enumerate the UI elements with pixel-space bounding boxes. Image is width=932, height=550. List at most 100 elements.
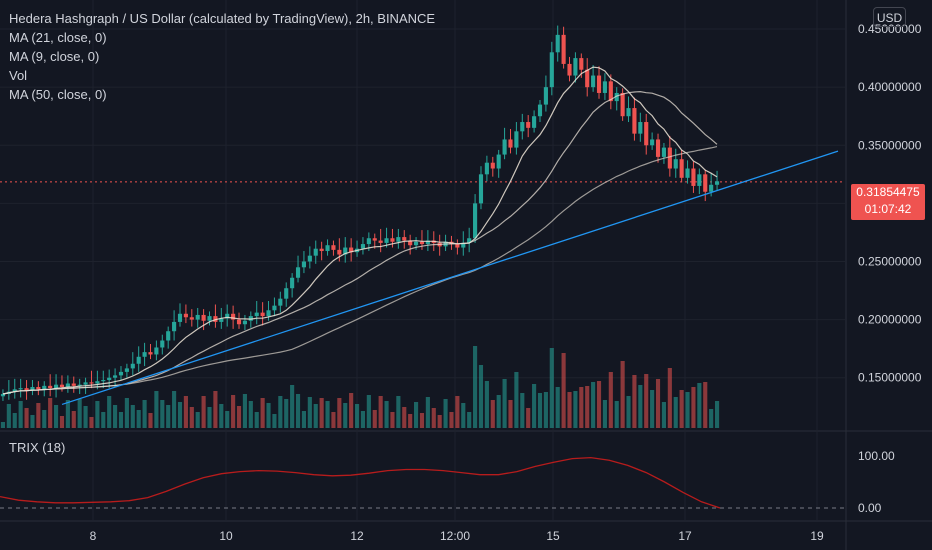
volume-bar <box>632 375 637 428</box>
volume-bar <box>77 399 82 428</box>
candle-body <box>384 238 389 243</box>
volume-bar <box>83 406 88 428</box>
volume-bar <box>95 401 100 428</box>
candle-body <box>290 277 295 289</box>
volume-bar <box>166 405 171 428</box>
candle-body <box>591 75 596 88</box>
price-tick-label: 0.35000000 <box>858 138 922 152</box>
candle-body <box>272 305 277 311</box>
price-tick-label: 0.15000000 <box>858 371 922 385</box>
volume-bar <box>248 401 253 428</box>
candle-body <box>608 81 613 102</box>
candle-body <box>107 377 112 381</box>
candle-body <box>484 162 489 175</box>
candle-body <box>655 139 661 157</box>
candle-body <box>65 383 70 387</box>
candle-body <box>331 245 336 250</box>
volume-bar <box>703 382 708 428</box>
trix-tick-label: 0.00 <box>858 501 882 515</box>
volume-bar <box>213 391 218 428</box>
volume-bar <box>714 401 720 428</box>
volume-bar <box>319 398 324 428</box>
volume-bar <box>24 408 29 428</box>
volume-bar <box>124 398 129 428</box>
volume-bar <box>502 379 507 428</box>
candle-body <box>160 340 165 348</box>
candle-body <box>567 63 572 76</box>
volume-bar <box>30 415 35 428</box>
volume-bar <box>136 410 141 428</box>
volume-bar <box>301 411 306 428</box>
candle-body <box>614 92 619 102</box>
candle-body <box>520 122 525 132</box>
candle-body <box>561 34 566 64</box>
volume-bar <box>219 404 224 428</box>
volume-bar <box>697 383 702 428</box>
candle-body <box>295 267 301 278</box>
candle-body <box>366 238 371 245</box>
time-tick-label: 12 <box>350 529 364 543</box>
trix-legend[interactable]: TRIX (18) <box>9 440 66 455</box>
legend-ma21[interactable]: MA (21, close, 0) <box>9 30 107 45</box>
candle-body <box>278 298 283 306</box>
volume-bar <box>685 392 690 428</box>
volume-bar <box>236 406 242 428</box>
volume-bar <box>579 387 584 428</box>
volume-bar <box>561 353 566 428</box>
legend-vol[interactable]: Vol <box>9 68 28 83</box>
bar-countdown: 01:07:42 <box>864 202 912 216</box>
candle-body <box>549 52 554 88</box>
volume-bar <box>260 398 265 428</box>
time-tick-label: 19 <box>810 529 824 543</box>
candle-body <box>414 241 419 246</box>
candle-body <box>478 174 484 204</box>
volume-bar <box>490 400 495 428</box>
volume-bar <box>130 405 135 428</box>
candle-body <box>166 331 171 341</box>
volume-bar <box>537 393 543 428</box>
volume-bar <box>526 408 531 428</box>
volume-bar <box>626 396 631 428</box>
volume-bar <box>520 393 525 428</box>
candle-body <box>555 34 560 53</box>
volume-bar <box>172 391 177 428</box>
ma9-line <box>2 66 718 395</box>
volume-bar <box>6 404 11 428</box>
volume-bar <box>113 405 118 428</box>
volume-bar <box>12 413 17 428</box>
legend-ma9[interactable]: MA (9, close, 0) <box>9 49 100 64</box>
candle-body <box>596 75 602 93</box>
candle-body <box>77 384 82 386</box>
candle-body <box>461 242 466 248</box>
volume-bar <box>59 416 65 428</box>
volume-bar <box>596 381 602 428</box>
volume-bar <box>295 394 301 428</box>
currency-button[interactable]: USD <box>873 7 906 27</box>
time-tick-label: 17 <box>678 529 692 543</box>
volume-bar <box>614 401 619 428</box>
candle-body <box>195 314 200 320</box>
volume-bar <box>0 422 6 428</box>
volume-bar <box>231 395 236 428</box>
candle-body <box>632 108 637 134</box>
candle-body <box>201 314 206 321</box>
candle-body <box>425 240 430 245</box>
candle-body <box>130 363 135 369</box>
volume-bar <box>514 372 519 428</box>
candle-body <box>455 244 460 248</box>
candle-body <box>313 248 318 256</box>
candle-body <box>514 131 519 148</box>
volume-bar <box>65 400 70 428</box>
time-tick-label: 8 <box>90 529 97 543</box>
volume-bar <box>425 397 430 428</box>
candle-body <box>419 241 425 245</box>
volume-bar <box>408 414 413 428</box>
volume-bar <box>42 410 47 428</box>
volume-bar <box>354 404 360 428</box>
volume-bar <box>655 379 661 428</box>
legend-ma50[interactable]: MA (50, close, 0) <box>9 87 107 102</box>
time-tick-label: 15 <box>546 529 560 543</box>
candle-body <box>177 313 183 322</box>
candle-body <box>337 249 342 255</box>
volume-bar <box>154 391 159 428</box>
